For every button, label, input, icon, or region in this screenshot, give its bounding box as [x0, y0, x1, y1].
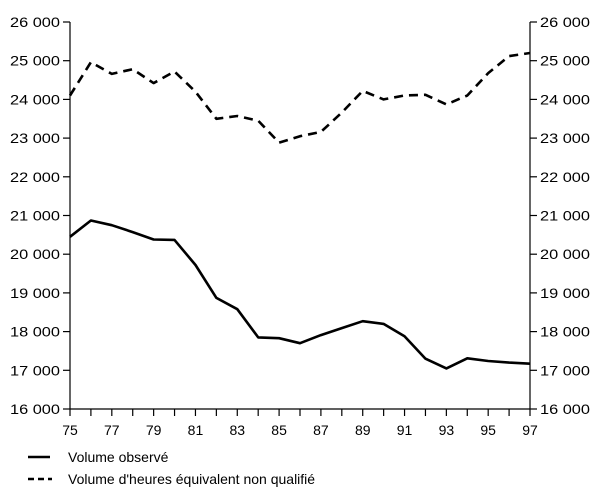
x-tick-label: 81: [188, 422, 204, 438]
right-y-tick-label: 26 000: [540, 14, 590, 30]
left-y-tick-label: 20 000: [10, 246, 60, 262]
series-line-observed: [69, 219, 531, 370]
right-y-tick-label: 20 000: [540, 246, 590, 262]
legend-item-equivalent: Volume d'heures équivalent non qualifié: [28, 468, 315, 490]
x-tick-label: 87: [313, 422, 329, 438]
line-chart: 16 000 16 000 17 000 17 000 18 000 18 000 19 0…: [10, 14, 590, 438]
left-y-tick-label: 24 000: [10, 91, 60, 107]
x-tick-label: 77: [104, 422, 120, 438]
axis-ticks: 16 000 16 000 17 000 17 000 18 000 18 000 19 0…: [10, 14, 590, 438]
left-y-tick-label: 25 000: [10, 53, 60, 69]
x-tick-label: 75: [62, 422, 78, 438]
legend: Volume observé Volume d'heures équivalen…: [28, 446, 315, 490]
right-y-tick-label: 18 000: [540, 324, 590, 340]
left-y-tick-label: 21 000: [10, 208, 60, 224]
right-y-tick-label: 16 000: [540, 401, 590, 417]
series-line-equivalent: [68, 51, 531, 144]
x-tick-label: 79: [146, 422, 162, 438]
x-tick-label: 83: [229, 422, 245, 438]
x-tick-label: 85: [271, 422, 287, 438]
left-y-tick-label: 17 000: [10, 362, 60, 378]
legend-swatch-solid: [28, 452, 54, 462]
left-y-tick-label: 16 000: [10, 401, 60, 417]
x-tick-label: 97: [522, 422, 538, 438]
x-tick-label: 91: [397, 422, 413, 438]
right-y-tick-label: 21 000: [540, 208, 590, 224]
series-lines: [68, 51, 531, 370]
right-y-tick-label: 24 000: [540, 91, 590, 107]
left-y-tick-label: 18 000: [10, 324, 60, 340]
legend-swatch-dashed: [28, 474, 54, 484]
legend-label-equivalent: Volume d'heures équivalent non qualifié: [68, 471, 316, 487]
left-y-tick-label: 26 000: [10, 14, 60, 30]
legend-label-observed: Volume observé: [68, 449, 169, 465]
legend-item-observed: Volume observé: [28, 446, 315, 468]
left-y-tick-label: 22 000: [10, 169, 60, 185]
right-y-tick-label: 22 000: [540, 169, 590, 185]
x-tick-label: 93: [439, 422, 455, 438]
right-y-tick-label: 23 000: [540, 130, 590, 146]
right-y-tick-label: 25 000: [540, 53, 590, 69]
x-tick-label: 95: [480, 422, 496, 438]
left-y-tick-label: 23 000: [10, 130, 60, 146]
x-tick-label: 89: [355, 422, 371, 438]
left-y-tick-label: 19 000: [10, 285, 60, 301]
right-y-tick-label: 19 000: [540, 285, 590, 301]
right-y-tick-label: 17 000: [540, 362, 590, 378]
